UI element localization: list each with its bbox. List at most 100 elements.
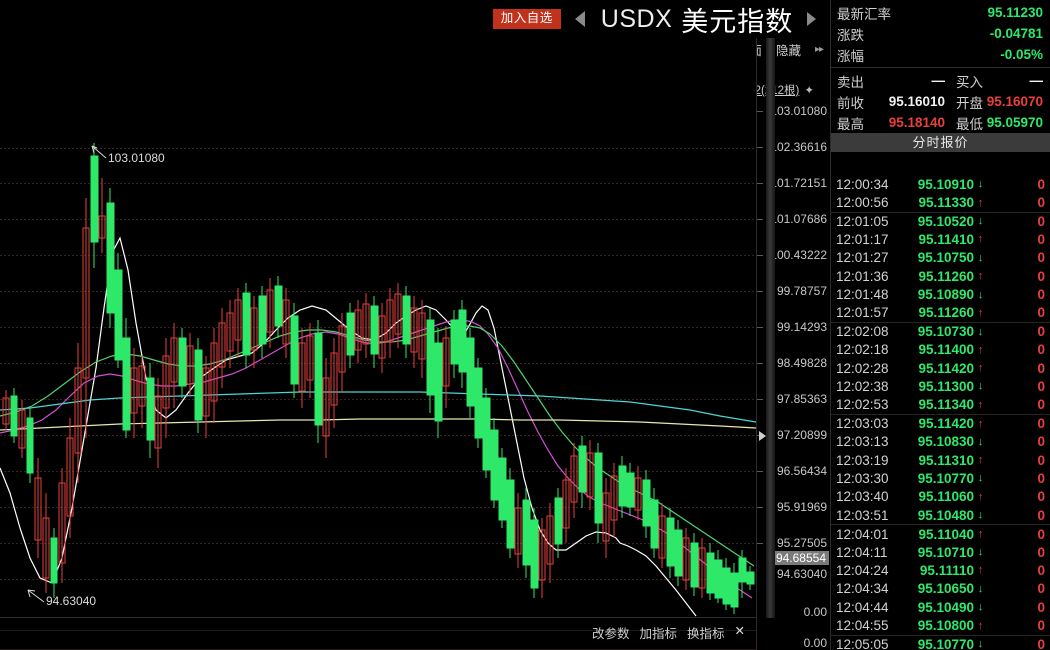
- tick-volume: 0: [1037, 342, 1045, 358]
- arrow-up-icon: ↑: [977, 454, 984, 467]
- tick-row[interactable]: 12:03:13 95.10830 ↓ 0: [831, 432, 1050, 450]
- axis-tick: [757, 363, 763, 364]
- pin-icon[interactable]: ✦: [804, 85, 814, 97]
- tick-row[interactable]: 12:03:51 95.10480 ↓ 0: [831, 506, 1050, 524]
- tick-volume: 0: [1037, 507, 1045, 523]
- candle: [602, 478, 610, 558]
- tick-volume: 0: [1037, 544, 1045, 560]
- tick-time: 12:03:13: [836, 434, 889, 450]
- candle: [666, 508, 675, 578]
- tick-row[interactable]: 12:05:05 95.10770 ↓ 0: [831, 634, 1050, 650]
- chart-gridlines: [0, 148, 756, 580]
- divider: [831, 67, 1050, 68]
- candle: [594, 443, 603, 543]
- tick-row[interactable]: 12:03:30 95.10770 ↓ 0: [831, 469, 1050, 487]
- add-to-favorites-button[interactable]: 加入自选: [492, 9, 561, 29]
- high-price-note: 103.01080: [108, 151, 165, 165]
- tick-row[interactable]: 12:02:28 95.11420 ↑ 0: [831, 359, 1050, 377]
- candle: [514, 493, 522, 568]
- candle: [402, 286, 411, 358]
- prev-symbol-icon[interactable]: [574, 11, 585, 27]
- quote-value: 95.11230: [987, 5, 1043, 20]
- candle: [626, 463, 635, 516]
- add-indicator-button[interactable]: 加指标: [639, 627, 678, 641]
- tick-price: 95.11410: [918, 231, 974, 247]
- tick-row[interactable]: 12:01:17 95.11410 ↑ 0: [831, 230, 1050, 248]
- intraday-quotes-header: 分时报价: [831, 133, 1050, 152]
- candle: [394, 283, 402, 348]
- switch-indicator-button[interactable]: 换指标: [687, 627, 725, 641]
- tick-price: 95.10750: [917, 250, 974, 266]
- candle: [234, 288, 242, 358]
- tick-time: 12:02:08: [836, 324, 889, 340]
- tick-row[interactable]: 12:02:53 95.11340 ↑ 0: [831, 396, 1050, 414]
- candle: [482, 388, 491, 478]
- tick-row[interactable]: 12:04:24 95.11110 ↑ 0: [831, 561, 1050, 579]
- candlestick-plot[interactable]: [0, 38, 756, 618]
- tick-row[interactable]: 12:04:44 95.10490 ↓ 0: [831, 598, 1050, 616]
- chart-scrollbar[interactable]: [766, 38, 775, 618]
- candle: [410, 296, 418, 368]
- candle: [146, 363, 155, 458]
- change-params-button[interactable]: 改参数: [592, 627, 630, 641]
- candle: [154, 378, 162, 468]
- tick-time: 12:02:38: [836, 378, 889, 394]
- candle: [330, 338, 338, 428]
- expand-arrow-icon[interactable]: [759, 431, 766, 441]
- tick-price: 95.10650: [917, 581, 974, 597]
- candle: [378, 303, 386, 373]
- tick-row[interactable]: 12:01:48 95.10890 ↓ 0: [831, 285, 1050, 303]
- tick-row[interactable]: 12:04:01 95.11040 ↑ 0: [831, 524, 1050, 542]
- axis-label: 98.49828: [776, 356, 827, 370]
- candle: [546, 503, 554, 583]
- tick-volume: 0: [1037, 562, 1045, 578]
- candle: [186, 333, 194, 396]
- hide-panel-button[interactable]: 隐藏: [775, 43, 801, 58]
- sub-indicator-panel[interactable]: [0, 618, 756, 650]
- arrow-down-icon: ↓: [977, 638, 984, 650]
- tick-volume: 0: [1037, 231, 1045, 247]
- tick-volume: 0: [1037, 636, 1045, 650]
- tick-row[interactable]: 12:01:05 95.10520 ↓ 0: [831, 211, 1050, 230]
- tick-row[interactable]: 12:00:56 95.11330 ↑ 0: [831, 193, 1050, 211]
- tick-row[interactable]: 12:03:19 95.11310 ↑ 0: [831, 451, 1050, 469]
- candle: [58, 468, 66, 583]
- next-symbol-icon[interactable]: [807, 12, 817, 26]
- candle: [442, 326, 450, 408]
- tick-list[interactable]: 12:00:34 95.10910 ↓ 0 12:00:56 95.11330 ↑ 0 12:0…: [831, 175, 1050, 650]
- tick-row[interactable]: 12:01:36 95.11260 ↑ 0: [831, 267, 1050, 285]
- close-icon[interactable]: ✕: [734, 624, 746, 638]
- candle: [658, 503, 666, 568]
- chart-pane: 简约版面 隐藏 ▸▸ 设置均线 2019/10/1-2020/7/22(212根…: [0, 38, 830, 650]
- candle: [698, 538, 706, 598]
- axis-label: 102.36616: [770, 140, 827, 154]
- arrow-down-icon: ↓: [977, 380, 984, 393]
- tick-time: 12:00:34: [836, 176, 889, 192]
- candle: [122, 318, 131, 438]
- candle: [386, 288, 394, 358]
- tick-price: 95.11060: [918, 489, 974, 505]
- axis-tick: [757, 543, 763, 544]
- candle: [682, 528, 690, 590]
- axis-label: 99.78757: [776, 284, 827, 298]
- candle: [426, 308, 435, 413]
- tick-row[interactable]: 12:02:38 95.11300 ↓ 0: [831, 377, 1050, 395]
- tick-row[interactable]: 12:04:34 95.10650 ↓ 0: [831, 580, 1050, 598]
- arrow-up-icon: ↑: [977, 270, 984, 283]
- hide-arrows-icon[interactable]: ▸▸: [814, 43, 824, 55]
- tick-price: 95.11340: [918, 397, 974, 413]
- tick-row[interactable]: 12:03:40 95.11060 ↑ 0: [831, 488, 1050, 506]
- tick-row[interactable]: 12:02:18 95.11400 ↑ 0: [831, 341, 1050, 359]
- tick-row[interactable]: 12:02:08 95.10730 ↓ 0: [831, 322, 1050, 340]
- tick-volume: 0: [1037, 618, 1045, 634]
- candle: [178, 328, 187, 398]
- tick-row[interactable]: 12:01:27 95.10750 ↓ 0: [831, 249, 1050, 267]
- axis-label-low: 94.63040: [776, 567, 827, 581]
- tick-row[interactable]: 12:00:34 95.10910 ↓ 0: [831, 175, 1050, 193]
- tick-row[interactable]: 12:03:03 95.11420 ↑ 0: [831, 414, 1050, 432]
- tick-row[interactable]: 12:01:57 95.11260 ↑ 0: [831, 304, 1050, 322]
- tick-time: 12:04:34: [836, 581, 889, 597]
- tick-row[interactable]: 12:04:11 95.10710 ↓ 0: [831, 543, 1050, 561]
- candle: [370, 296, 379, 368]
- tick-row[interactable]: 12:04:55 95.10800 ↑ 0: [831, 616, 1050, 634]
